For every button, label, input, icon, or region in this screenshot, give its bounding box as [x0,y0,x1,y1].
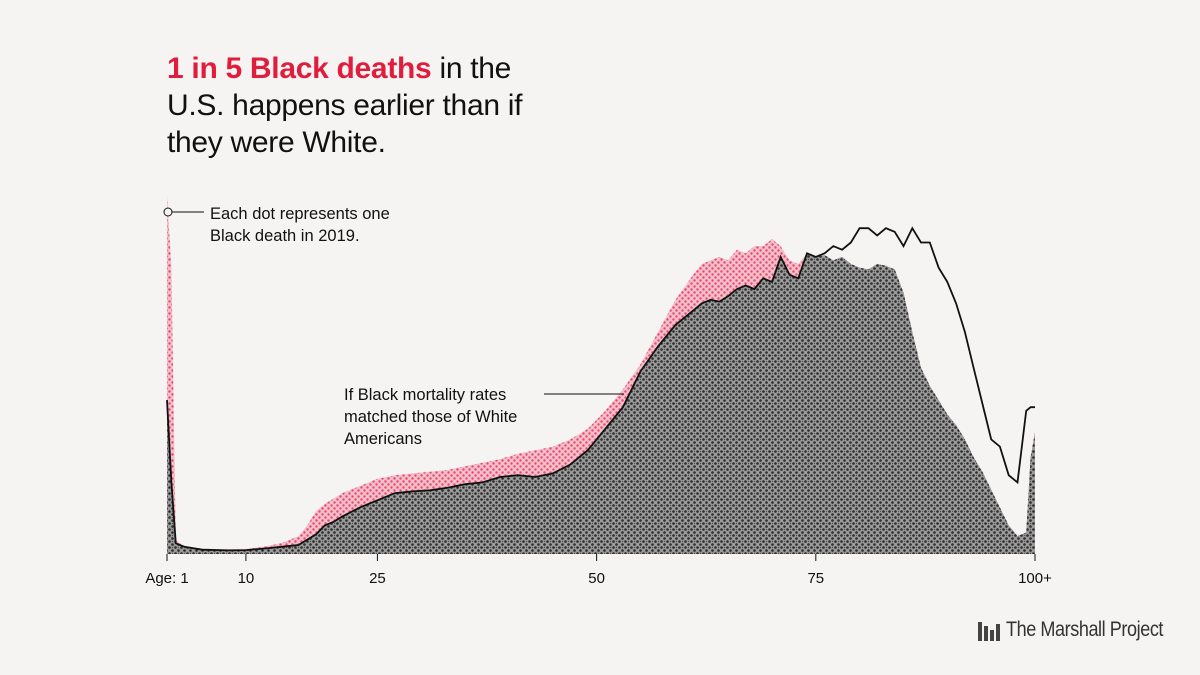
white-rate-line [166,226,1035,552]
dot-note: Each dot represents one Black death in 2… [210,205,390,245]
marshall-project-logo-icon [978,622,1000,641]
x-tick-label: 25 [369,570,386,587]
x-tick-label: 75 [807,570,824,587]
headline-highlight: 1 in 5 Black deaths [167,52,432,85]
headline-rest: in the U.S. happens earlier than if they… [167,52,523,159]
x-tick-label: 10 [238,570,255,587]
line-note: If Black mortality rates matched those o… [344,386,518,448]
dot-note-marker [163,207,173,217]
logo-text: The Marshall Project [1006,618,1164,641]
headline: 1 in 5 Black deaths in the U.S. happens … [167,50,567,161]
x-axis-ticks: Age: 1 10 25 50 75 100+ [145,554,1052,587]
x-tick-label: 100+ [1018,570,1052,587]
logo: The Marshall Project [978,618,1189,642]
expected-deaths-area [167,253,1035,555]
x-tick-label: 50 [588,570,605,587]
x-tick-label: Age: 1 [145,570,188,587]
